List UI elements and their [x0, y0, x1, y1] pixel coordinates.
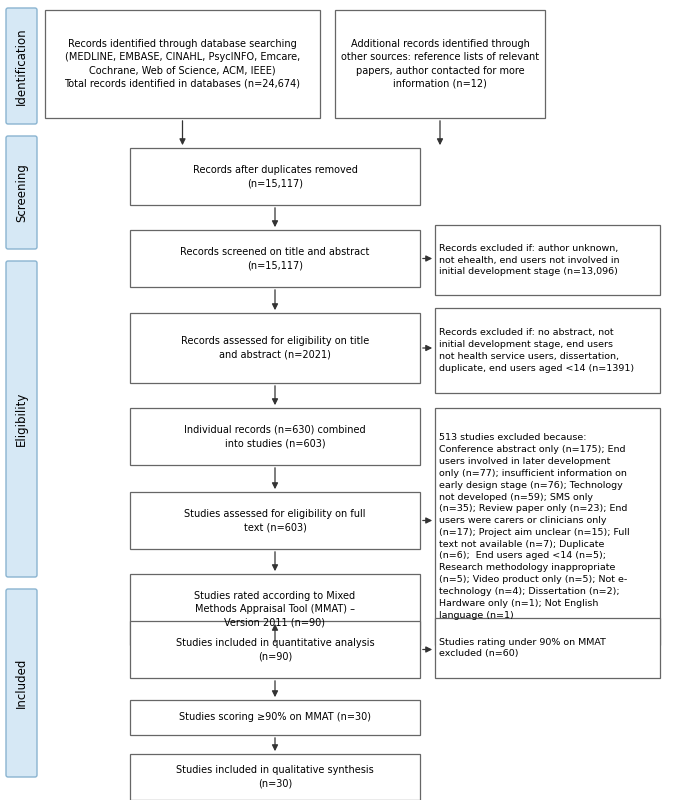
Text: Studies rating under 90% on MMAT
excluded (n=60): Studies rating under 90% on MMAT exclude…: [439, 638, 606, 658]
Bar: [130, 492, 420, 549]
Text: Studies rated according to Mixed
Methods Appraisal Tool (MMAT) –
Version 2011 (n: Studies rated according to Mixed Methods…: [194, 591, 356, 628]
Bar: [45, 10, 320, 118]
Text: Included: Included: [15, 658, 28, 708]
Bar: [130, 574, 420, 645]
Bar: [130, 700, 420, 735]
Bar: [130, 754, 420, 800]
Text: Identification: Identification: [15, 27, 28, 105]
Text: Studies scoring ≥90% on MMAT (n=30): Studies scoring ≥90% on MMAT (n=30): [179, 713, 371, 722]
Text: Records after duplicates removed
(n=15,117): Records after duplicates removed (n=15,1…: [192, 165, 358, 188]
FancyBboxPatch shape: [6, 589, 37, 777]
Bar: [435, 225, 660, 295]
Text: Individual records (n=630) combined
into studies (n=603): Individual records (n=630) combined into…: [184, 425, 366, 448]
Bar: [130, 621, 420, 678]
FancyBboxPatch shape: [6, 261, 37, 577]
Text: Records excluded if: no abstract, not
initial development stage, end users
not h: Records excluded if: no abstract, not in…: [439, 328, 634, 373]
Bar: [335, 10, 545, 118]
FancyBboxPatch shape: [6, 8, 37, 124]
Text: Additional records identified through
other sources: reference lists of relevant: Additional records identified through ot…: [341, 39, 539, 89]
Bar: [130, 408, 420, 465]
Text: 513 studies excluded because:
Conference abstract only (n=175); End
users involv: 513 studies excluded because: Conference…: [439, 434, 630, 619]
Bar: [130, 148, 420, 205]
Bar: [435, 618, 660, 678]
Text: Screening: Screening: [15, 163, 28, 222]
Bar: [130, 313, 420, 383]
Bar: [130, 230, 420, 287]
Text: Eligibility: Eligibility: [15, 392, 28, 446]
Text: Records identified through database searching
(MEDLINE, EMBASE, CINAHL, PsycINFO: Records identified through database sear…: [65, 39, 301, 89]
Bar: [435, 308, 660, 393]
FancyBboxPatch shape: [6, 136, 37, 249]
Text: Studies included in quantitative analysis
(n=90): Studies included in quantitative analysi…: [175, 638, 374, 661]
Bar: [435, 408, 660, 645]
Text: Studies assessed for eligibility on full
text (n=603): Studies assessed for eligibility on full…: [184, 509, 366, 532]
Text: Records excluded if: author unknown,
not ehealth, end users not involved in
init: Records excluded if: author unknown, not…: [439, 244, 619, 276]
Text: Records assessed for eligibility on title
and abstract (n=2021): Records assessed for eligibility on titl…: [181, 336, 369, 360]
Text: Records screened on title and abstract
(n=15,117): Records screened on title and abstract (…: [180, 247, 370, 270]
Text: Studies included in qualitative synthesis
(n=30): Studies included in qualitative synthesi…: [176, 766, 374, 789]
